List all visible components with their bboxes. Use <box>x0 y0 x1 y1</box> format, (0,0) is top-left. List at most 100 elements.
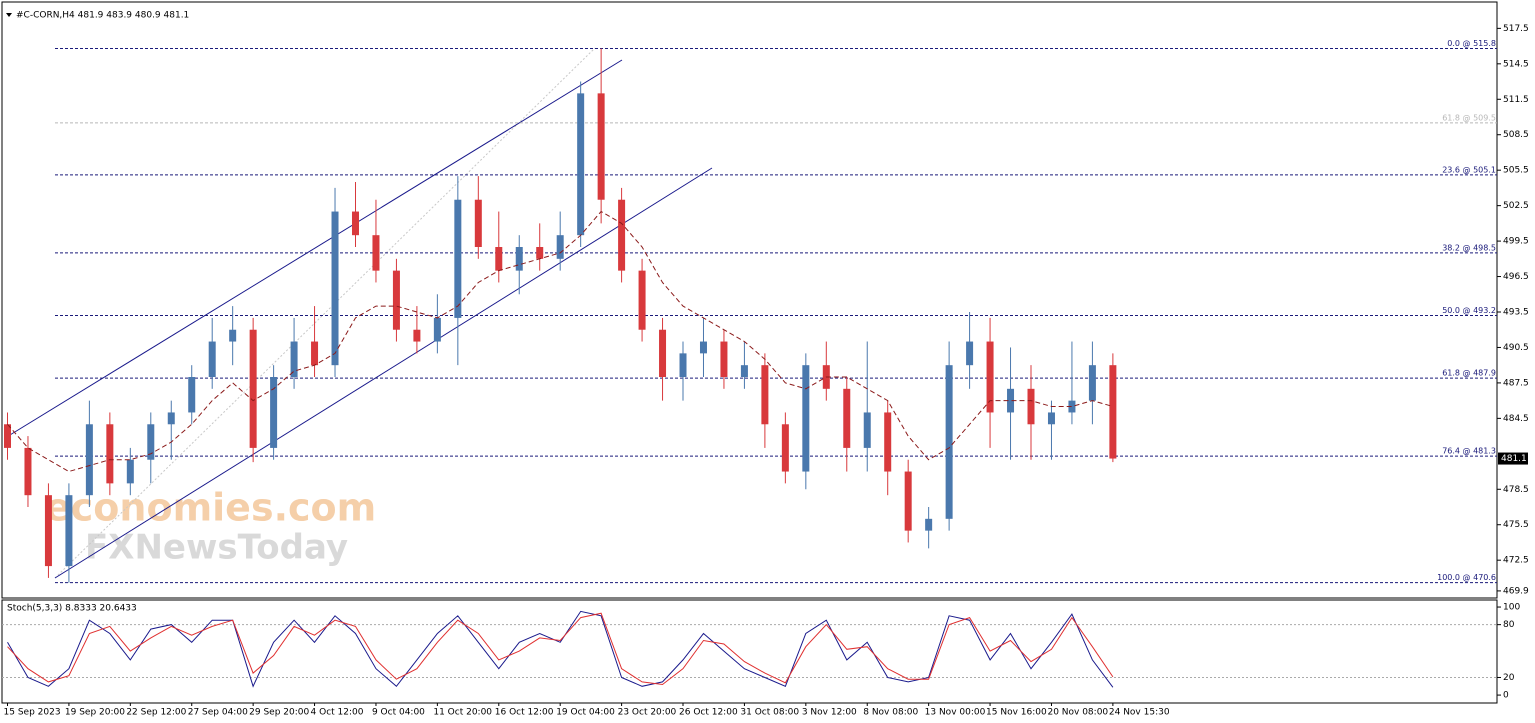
candle-body <box>351 211 359 236</box>
candle-body <box>515 247 523 271</box>
candle-body <box>740 365 748 377</box>
watermark: economies.com FXNewsToday <box>45 486 376 568</box>
x-tick-label: 13 Nov 00:00 <box>925 708 986 718</box>
last-price: 481.1 <box>1501 454 1527 464</box>
candle-body <box>986 341 994 413</box>
y-tick-label: 0 <box>1503 691 1509 701</box>
channel-upper <box>4 59 623 439</box>
candle-body <box>188 377 196 413</box>
stoch-title: Stoch(5,3,3) 8.8333 20.6433 <box>7 604 137 614</box>
candle-body <box>4 424 11 448</box>
candle-body <box>1027 388 1035 425</box>
x-tick-label: 19 Sep 20:00 <box>65 708 125 718</box>
price-pane <box>1 1 1498 599</box>
candle-body <box>126 459 134 484</box>
candle-body <box>24 447 32 496</box>
candle-body <box>208 341 216 377</box>
y-tick-label: 80 <box>1503 620 1515 630</box>
candle-body <box>925 518 933 531</box>
y-tick-label: 490.5 <box>1503 343 1529 353</box>
candle-body <box>392 270 400 330</box>
watermark-text: FXNewsToday <box>85 528 348 568</box>
watermark-text: economies.com <box>45 486 376 530</box>
y-tick-label: 487.5 <box>1503 378 1529 388</box>
y-tick-label: 505.5 <box>1503 166 1529 176</box>
candle-body <box>433 317 441 342</box>
x-tick-label: 9 Oct 04:00 <box>372 708 425 718</box>
y-tick-label: 517.5 <box>1503 24 1529 34</box>
candle-body <box>270 377 278 448</box>
candle-body <box>65 495 73 567</box>
x-tick-label: 29 Sep 20:00 <box>249 708 309 718</box>
x-tick-label: 20 Nov 08:00 <box>1047 708 1108 718</box>
y-tick-label: 469.9 <box>1503 586 1529 596</box>
stoch-pane <box>1 599 1498 704</box>
candle-body <box>597 93 605 200</box>
candle-body <box>945 365 953 519</box>
candle-body <box>679 353 687 377</box>
fib-label: 0.0 @ 515.8 <box>1447 39 1496 48</box>
candle-body <box>85 424 93 496</box>
candle-body <box>1007 388 1015 413</box>
moving-average <box>7 210 1114 473</box>
y-tick-label: 511.5 <box>1503 95 1529 105</box>
x-tick-label: 4 Oct 12:00 <box>311 708 364 718</box>
candle-body <box>372 235 380 271</box>
fib-label: 61.8 @ 509.5 <box>1442 113 1496 122</box>
y-tick-label: 493.5 <box>1503 308 1529 318</box>
candle-body <box>904 471 912 531</box>
x-tick-label: 15 Nov 16:00 <box>986 708 1047 718</box>
candle-body <box>1088 365 1096 401</box>
fib-label: 100.0 @ 470.6 <box>1437 573 1496 582</box>
candle-body <box>290 341 298 377</box>
candle-body <box>577 93 585 236</box>
menu-arrow[interactable] <box>6 13 12 17</box>
candle-body <box>618 199 626 271</box>
candle-body <box>1109 365 1117 459</box>
candle-body <box>659 329 667 377</box>
x-tick-label: 22 Sep 12:00 <box>126 708 186 718</box>
y-tick-label: 475.5 <box>1503 520 1529 530</box>
candle-body <box>556 235 564 259</box>
x-tick-label: 11 Oct 20:00 <box>433 708 492 718</box>
candle-body <box>249 329 257 448</box>
y-tick-label: 508.5 <box>1503 130 1529 140</box>
candle-body <box>106 424 114 484</box>
x-tick-label: 24 Nov 15:30 <box>1109 708 1170 718</box>
y-tick-label: 484.5 <box>1503 414 1529 424</box>
fib-label: 38.2 @ 498.5 <box>1442 243 1496 252</box>
candle-body <box>536 247 544 259</box>
candle-body <box>884 412 892 472</box>
symbol-info: #C-CORN,H4 481.9 483.9 480.9 481.1 <box>16 11 189 21</box>
candle-body <box>1068 400 1076 413</box>
candle-body <box>311 341 319 366</box>
y-tick-label: 472.5 <box>1503 556 1529 566</box>
x-tick-label: 8 Nov 08:00 <box>863 708 918 718</box>
candle-body <box>167 412 175 425</box>
candle-body <box>331 211 339 366</box>
stoch-line <box>7 610 1114 688</box>
candle-body <box>802 365 810 472</box>
y-tick-label: 100 <box>1503 603 1520 613</box>
last-price-box <box>1498 452 1528 465</box>
y-tick-label: 502.5 <box>1503 201 1529 211</box>
candle-body <box>761 365 769 425</box>
fib-label: 61.8 @ 487.9 <box>1442 369 1496 378</box>
candle-body <box>44 495 52 567</box>
x-tick-label: 31 Oct 08:00 <box>740 708 799 718</box>
x-tick-label: 23 Oct 20:00 <box>618 708 677 718</box>
fib-label: 76.4 @ 481.3 <box>1442 447 1496 456</box>
y-tick-label: 478.5 <box>1503 485 1529 495</box>
candle-body <box>863 412 871 448</box>
x-tick-label: 15 Sep 2023 <box>4 708 61 718</box>
stoch-line <box>7 612 1114 686</box>
y-tick-label: 20 <box>1503 673 1515 683</box>
candle-body <box>699 341 707 354</box>
candle-body <box>720 341 728 377</box>
candle-body <box>454 199 462 318</box>
candle-body <box>229 329 237 342</box>
channel-lower <box>54 167 713 579</box>
y-tick-label: 499.5 <box>1503 237 1529 247</box>
